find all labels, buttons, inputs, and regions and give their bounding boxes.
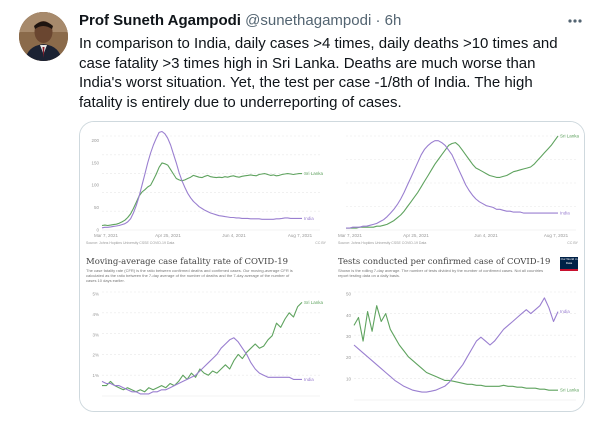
media-image[interactable]: 0 50 100 150 200 Mar 7, 2021 Apr 25, 2021 Jun 4… <box>79 121 585 412</box>
separator-dot: · <box>375 12 381 29</box>
series-line-india <box>353 297 559 393</box>
avatar[interactable] <box>19 12 68 61</box>
x-tick-label: Jun 4, 2021 <box>474 233 498 238</box>
chart-title: Tests conducted per confirmed case of CO… <box>338 257 551 267</box>
y-tick-label: 10 <box>346 376 352 381</box>
chart-description: The case fatality rate (CFR) is the rati… <box>86 268 293 283</box>
logo-text: Our World in Data <box>560 257 578 265</box>
series-label-sri-lanka: Sri Lanka <box>560 388 580 393</box>
chart-panel-daily-cases: 0 50 100 150 200 Mar 7, 2021 Apr 25, 2021 Jun 4… <box>80 122 332 247</box>
y-tick-label: 150 <box>91 160 99 165</box>
y-tick-label: 40 <box>346 313 352 318</box>
series-line-sri-lanka <box>102 302 303 393</box>
series-label-india: India <box>560 309 570 314</box>
series-line-sri-lanka <box>101 162 302 227</box>
chart-tests-per-case: 10 20 30 40 50 Sri Lanka India <box>346 292 580 401</box>
y-tick-label: 50 <box>94 205 100 210</box>
y-tick-label: 30 <box>346 334 352 339</box>
chart-daily-cases: 0 50 100 150 200 Mar 7, 2021 Apr 25, 2021 Jun 4… <box>91 130 324 238</box>
chart-title: Moving-average case fatality rate of COV… <box>86 257 289 267</box>
series-label-sri-lanka: Sri Lanka <box>560 134 580 139</box>
chart-source: Source: Johns Hopkins University CSSE CO… <box>86 241 175 245</box>
x-tick-label: Aug 7, 2021 <box>544 233 569 238</box>
x-tick-label: Mar 7, 2021 <box>94 233 119 238</box>
series-line-sri-lanka <box>346 135 559 229</box>
x-tick-label: Apr 25, 2021 <box>403 233 429 238</box>
series-label-india: India <box>304 377 314 382</box>
series-line-india <box>101 130 302 229</box>
y-tick-label: 100 <box>91 183 99 188</box>
y-tick-label: 5% <box>92 292 99 297</box>
chart-source: Source: Johns Hopkins University CSSE CO… <box>338 241 427 245</box>
series-label-india: India <box>560 211 570 216</box>
x-tick-label: Jun 4, 2021 <box>222 233 246 238</box>
avatar-image <box>19 12 68 61</box>
y-tick-label: 20 <box>346 355 352 360</box>
y-tick-label: 50 <box>346 292 352 297</box>
y-tick-label: 4% <box>92 312 99 317</box>
chart-license: CC BY <box>567 241 578 245</box>
y-tick-label: 3% <box>92 332 99 337</box>
y-tick-label: 2% <box>92 353 99 358</box>
author-handle[interactable]: @sunethagampodi <box>245 12 372 29</box>
x-tick-label: Aug 7, 2021 <box>288 233 313 238</box>
series-label-sri-lanka: Sri Lanka <box>304 300 324 305</box>
series-line-sri-lanka <box>353 305 558 391</box>
series-line-india <box>101 337 302 395</box>
timestamp[interactable]: 6h <box>384 12 402 29</box>
y-tick-label: 0 <box>96 228 99 233</box>
x-tick-label: Mar 7, 2021 <box>338 233 363 238</box>
series-label-india: India <box>304 216 314 221</box>
chart-description: Shown is the rolling 7-day average. The … <box>338 268 544 278</box>
y-tick-label: 200 <box>91 138 99 143</box>
more-horizontal-icon[interactable] <box>566 13 584 29</box>
y-tick-label: 1% <box>92 373 99 378</box>
x-tick-label: Apr 25, 2021 <box>155 233 181 238</box>
series-label-sri-lanka: Sri Lanka <box>304 171 324 176</box>
tweet-header: Prof Suneth Agampodi @sunethagampodi · 6… <box>79 11 401 31</box>
chart-daily-deaths: Mar 7, 2021 Apr 25, 2021 Jun 4, 2021 Aug 7,… <box>338 134 580 239</box>
chart-panel-tests-per-case: 10 20 30 40 50 Sri Lanka India Tests conducted… <box>332 254 584 411</box>
series-line-india <box>346 140 558 229</box>
tweet-text: In comparison to India, daily cases >4 t… <box>79 35 558 111</box>
author-name[interactable]: Prof Suneth Agampodi <box>79 12 241 29</box>
chart-panel-case-fatality: 1% 2% 3% 4% 5% Sri Lanka India Moving-average … <box>80 254 332 411</box>
chart-case-fatality: 1% 2% 3% 4% 5% Sri Lanka India <box>92 292 324 397</box>
chart-panel-daily-deaths: Mar 7, 2021 Apr 25, 2021 Jun 4, 2021 Aug 7,… <box>332 122 584 247</box>
our-world-in-data-logo: Our World in Data <box>560 257 578 271</box>
chart-license: CC BY <box>315 241 326 245</box>
